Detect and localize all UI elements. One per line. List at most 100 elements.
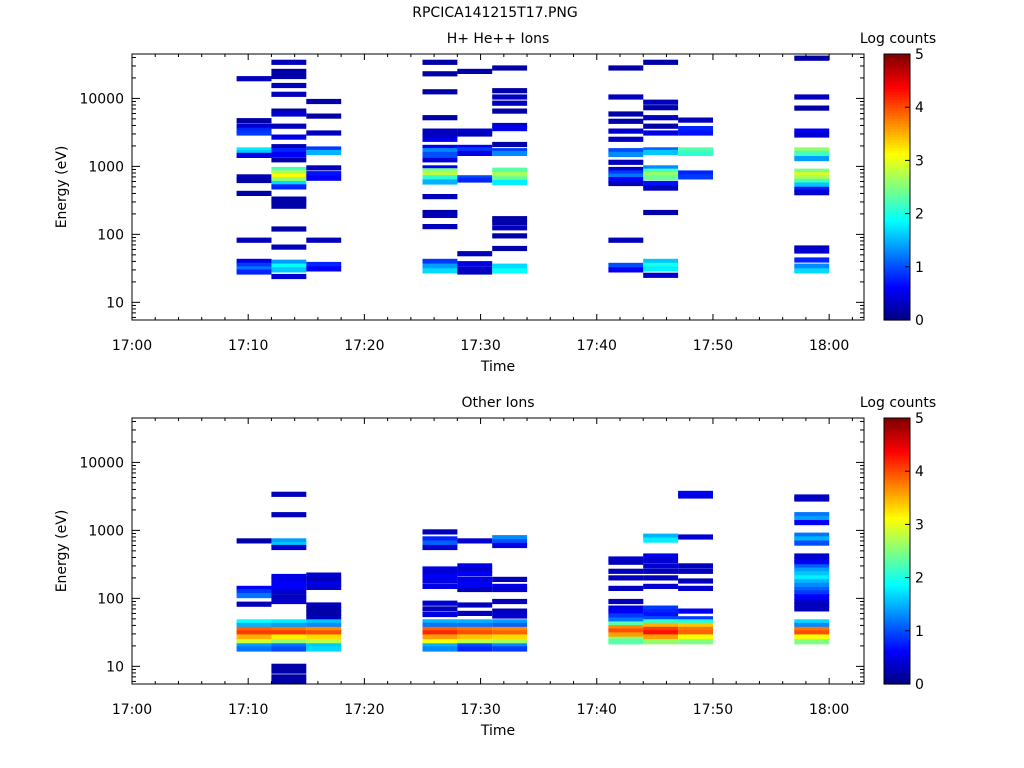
spectrogram-cell bbox=[457, 68, 493, 74]
spectrogram-cell bbox=[271, 226, 307, 232]
colorbar-segment bbox=[884, 425, 910, 430]
spectrogram-cell bbox=[794, 560, 830, 566]
colorbar-segment bbox=[884, 601, 910, 605]
spectrogram-cell bbox=[608, 118, 644, 124]
colorbar-segment bbox=[884, 229, 910, 233]
colorbar-segment bbox=[884, 200, 910, 204]
spectrogram-cell bbox=[457, 269, 493, 275]
colorbar-segment bbox=[884, 580, 910, 584]
colorbar-segment bbox=[884, 285, 910, 289]
colorbar-segment bbox=[884, 633, 910, 637]
colorbar-segment bbox=[884, 561, 910, 565]
colorbar-segment bbox=[884, 117, 910, 122]
spectrogram-cell bbox=[422, 583, 458, 589]
colorbar-segment bbox=[884, 179, 910, 183]
colorbar-segment bbox=[884, 290, 910, 294]
spectrogram-cell bbox=[271, 170, 307, 176]
colorbar-segment bbox=[884, 481, 910, 486]
colorbar-segment bbox=[884, 109, 910, 114]
panel-other-ions: 17:00 17:10 17:20 17:30 17:40 17:50 18:0010100… bbox=[54, 395, 936, 739]
colorbar-segment bbox=[884, 471, 910, 475]
colorbar-segment bbox=[884, 128, 910, 132]
spectrogram-cell bbox=[492, 622, 528, 628]
spectrogram-cell bbox=[608, 625, 644, 631]
colorbar-segment bbox=[884, 274, 910, 279]
spectrogram-cell bbox=[457, 630, 493, 636]
spectrogram-cell bbox=[236, 619, 272, 625]
spectrogram-cell bbox=[422, 639, 458, 645]
spectrogram-cell bbox=[678, 130, 713, 136]
colorbar-segment bbox=[884, 630, 910, 635]
y-tick-label: 1000 bbox=[88, 159, 124, 175]
spectrogram-cell bbox=[643, 171, 679, 178]
spectrogram-cell bbox=[794, 182, 830, 188]
panel-title: Other Ions bbox=[461, 395, 534, 411]
colorbar-segment bbox=[884, 189, 910, 193]
spectrogram-cell bbox=[422, 544, 458, 551]
spectrogram-cell bbox=[422, 71, 458, 77]
colorbar-segment bbox=[884, 612, 910, 616]
spectrogram-cell bbox=[608, 128, 644, 134]
spectrogram-cell bbox=[457, 567, 493, 573]
spectrogram-cell bbox=[794, 147, 830, 153]
colorbar-segment bbox=[884, 636, 910, 640]
spectrogram-cell bbox=[306, 146, 342, 152]
spectrogram-cell bbox=[608, 180, 644, 187]
spectrogram-cell bbox=[794, 567, 830, 573]
spectrogram-cell bbox=[492, 583, 528, 589]
spectrogram-cell bbox=[492, 535, 528, 541]
spectrogram-cell bbox=[457, 646, 493, 652]
spectrogram-cell bbox=[492, 598, 528, 605]
spectrogram-cell bbox=[271, 111, 307, 117]
colorbar-segment bbox=[884, 476, 910, 480]
spectrogram-cell bbox=[794, 178, 830, 185]
spectrogram-cell bbox=[678, 616, 713, 622]
spectrogram-cell bbox=[422, 144, 458, 150]
spectrogram-cell bbox=[794, 602, 830, 608]
spectrogram-cell bbox=[271, 626, 307, 632]
spectrogram-cell bbox=[457, 571, 493, 577]
spectrogram-cell bbox=[643, 180, 679, 187]
colorbar-tick-label: 5 bbox=[915, 47, 924, 63]
spectrogram-cells bbox=[236, 490, 830, 684]
colorbar-segment bbox=[884, 641, 910, 645]
spectrogram-cell bbox=[608, 605, 644, 611]
colorbar-segment bbox=[884, 152, 910, 156]
y-tick-label: 1000 bbox=[88, 523, 124, 539]
spectrogram-cell bbox=[457, 150, 493, 156]
colorbar-segment bbox=[884, 269, 910, 273]
colorbar-segment bbox=[884, 141, 910, 146]
spectrogram-cell bbox=[422, 263, 458, 269]
spectrogram-cell bbox=[422, 606, 458, 612]
colorbar-label: Log counts bbox=[860, 31, 936, 47]
colorbar-segment bbox=[884, 205, 910, 209]
spectrogram-cell bbox=[236, 174, 272, 180]
spectrogram-cell bbox=[422, 622, 458, 628]
spectrogram-cell bbox=[236, 76, 272, 82]
spectrogram-cell bbox=[492, 100, 528, 106]
spectrogram-cell bbox=[492, 122, 528, 129]
spectrogram-cell bbox=[306, 630, 342, 636]
spectrogram-cell bbox=[608, 632, 644, 638]
x-tick-label: 17:20 bbox=[344, 702, 384, 718]
y-tick-label: 10000 bbox=[79, 455, 124, 471]
spectrogram-cell bbox=[422, 619, 458, 625]
colorbar-segment bbox=[884, 447, 910, 451]
spectrogram-cell bbox=[492, 263, 528, 269]
spectrogram-cell bbox=[306, 175, 342, 181]
spectrogram-cell bbox=[643, 105, 679, 111]
colorbar-segment bbox=[884, 194, 910, 199]
spectrogram-cell bbox=[236, 262, 272, 268]
spectrogram-cell bbox=[678, 634, 713, 640]
spectrogram-cell bbox=[492, 179, 528, 186]
colorbar-segment bbox=[884, 226, 910, 231]
spectrogram-cell bbox=[271, 646, 307, 652]
colorbar-segment bbox=[884, 125, 910, 130]
x-tick-label: 17:00 bbox=[112, 338, 152, 354]
spectrogram-cell bbox=[794, 520, 830, 526]
spectrogram-cell bbox=[457, 626, 493, 632]
spectrogram-cell bbox=[236, 626, 272, 632]
colorbar-segment bbox=[884, 596, 910, 600]
spectrogram-cell bbox=[643, 209, 679, 216]
spectrogram-cell bbox=[236, 646, 272, 652]
